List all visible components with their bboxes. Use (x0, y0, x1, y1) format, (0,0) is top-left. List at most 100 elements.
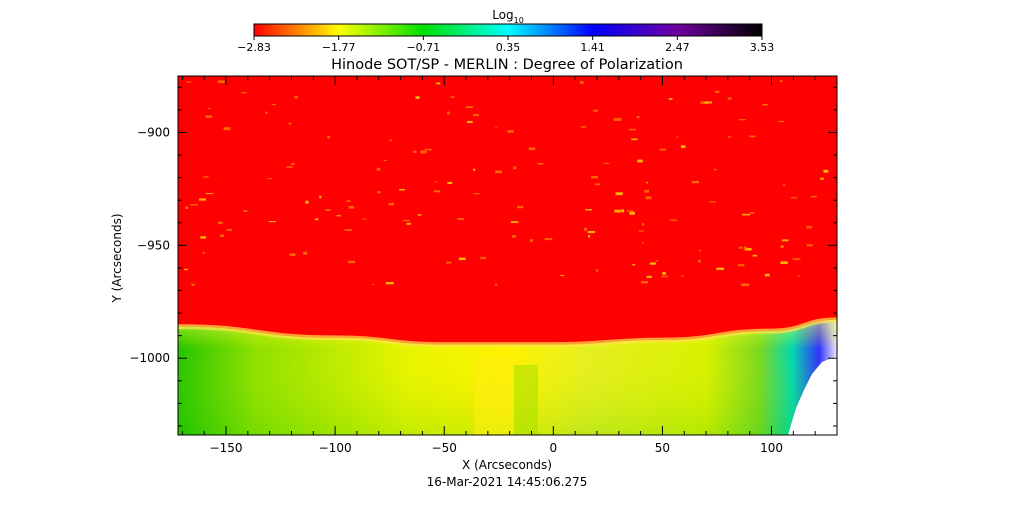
colorbar-tick-label: −1.77 (322, 41, 356, 54)
speckle (473, 193, 480, 195)
colorbar-tick-label: −2.83 (237, 41, 271, 54)
speckle (447, 181, 453, 185)
speckle (271, 103, 277, 106)
speckle (420, 150, 427, 154)
colorbar-tick-label: 2.47 (665, 41, 690, 54)
speckle (223, 127, 231, 131)
speckle (778, 120, 785, 123)
speckle (217, 80, 225, 84)
speckle (741, 283, 750, 287)
heatmap-white-corner (788, 356, 837, 435)
speckle (743, 246, 748, 249)
speckle (202, 252, 205, 254)
speckle (243, 210, 248, 212)
speckle (709, 201, 716, 203)
speckle (655, 259, 659, 262)
speckle (346, 200, 351, 202)
speckle (585, 209, 593, 211)
speckle (615, 192, 623, 196)
speckle (218, 221, 223, 225)
speckle (594, 183, 601, 186)
speckle (205, 115, 213, 118)
speckle (645, 196, 652, 200)
speckle (327, 135, 331, 139)
speckle (376, 167, 381, 171)
speckle (495, 126, 498, 128)
speckle (344, 229, 352, 231)
speckle (638, 230, 645, 232)
speckle (288, 122, 292, 125)
speckle (413, 150, 417, 153)
speckle (579, 81, 584, 84)
speckle (347, 260, 356, 264)
speckle (680, 145, 686, 149)
speckle (199, 198, 206, 201)
speckle (200, 236, 206, 239)
speckle (513, 166, 517, 170)
speckle (219, 234, 225, 238)
speckle (529, 239, 533, 242)
speckle (336, 215, 342, 217)
speckle (190, 204, 198, 206)
speckle (305, 200, 309, 204)
speckle (749, 135, 756, 138)
speckle (472, 168, 476, 171)
speckle (424, 148, 432, 151)
speckle (445, 261, 452, 264)
speckle (681, 275, 684, 277)
speckle (749, 212, 755, 214)
speckle (781, 239, 789, 242)
speckle (637, 159, 643, 163)
speckle (480, 256, 487, 260)
speckle (303, 251, 308, 255)
speckle (286, 166, 293, 168)
speckle (377, 191, 381, 194)
speckle (319, 195, 322, 199)
speckle (791, 197, 797, 199)
speckle (779, 80, 783, 83)
speckle (626, 210, 634, 212)
speckle (388, 203, 395, 206)
speckle (628, 128, 637, 131)
speckle (714, 90, 720, 93)
speckle (265, 111, 268, 114)
speckle (457, 218, 465, 220)
speckle (417, 214, 422, 216)
x-tick-label: −50 (432, 441, 457, 455)
speckle (698, 249, 702, 252)
speckle (739, 119, 746, 121)
speckle (291, 163, 295, 165)
speckle (646, 275, 652, 278)
speckle (399, 188, 405, 191)
speckle (466, 120, 473, 124)
y-axis: −900 −950 −1000 (129, 86, 837, 427)
speckle (669, 219, 677, 221)
speckle (385, 282, 394, 285)
speckle (560, 274, 565, 277)
heatmap-disk-speckles (184, 80, 829, 287)
speckle (450, 96, 455, 99)
speckle (614, 209, 621, 213)
speckle (698, 259, 701, 263)
speckle (267, 178, 273, 180)
colorbar-label-subscript: 10 (514, 16, 524, 25)
speckle (764, 273, 770, 277)
speckle (613, 118, 622, 121)
colorbar-tick-label: 1.41 (580, 41, 605, 54)
x-axis: −150 −100 −50 0 50 100 (181, 76, 838, 455)
speckle (494, 283, 498, 286)
speckle (517, 205, 524, 209)
heatmap-stripe-green (514, 365, 538, 435)
speckle (662, 271, 666, 275)
speckle (383, 160, 387, 162)
speckle (458, 257, 466, 261)
speckle (744, 248, 752, 251)
speckle (588, 234, 591, 238)
speckle (820, 177, 824, 180)
speckle (465, 106, 473, 108)
x-tick-label: 100 (760, 441, 783, 455)
speckle (727, 97, 732, 100)
speckle (435, 82, 441, 85)
speckle (241, 91, 247, 94)
